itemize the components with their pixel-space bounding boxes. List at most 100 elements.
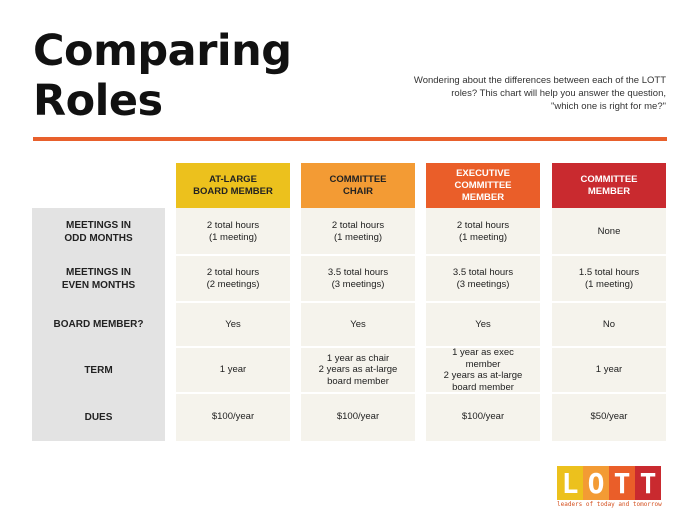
row-label-line: ODD MONTHS [64, 232, 133, 244]
table-cell-line: 2 years as at-large [443, 370, 523, 381]
table-cell: 1 year as exec member 2 years as at-large b… [426, 347, 540, 393]
table-cell: $100/year [426, 393, 540, 441]
column-header-line: CHAIR [342, 185, 374, 197]
title-line-1: Comparing [33, 26, 292, 76]
table-cell-line: 3.5 total hours [327, 267, 389, 278]
row-label-line: BOARD MEMBER? [53, 319, 144, 330]
table-cell: 1 year as chair 2 years as at-large board … [301, 347, 415, 393]
row-label-line: EVEN MONTHS [61, 279, 136, 291]
table-cell-line: member [465, 358, 501, 370]
logo-letter: L [557, 466, 583, 500]
row-divider [426, 254, 540, 256]
table-cell-line: 1 year as exec [452, 347, 514, 358]
table-cell-line: 1 year [219, 364, 247, 376]
table-cell-line: 2 total hours [206, 220, 260, 231]
row-divider [176, 346, 290, 348]
table-cell-line: $100/year [461, 411, 505, 423]
table-cell-line: (1 meeting) [584, 278, 634, 290]
row-label: MEETINGS IN EVEN MONTHS [32, 255, 165, 302]
row-divider [301, 346, 415, 348]
table-cell-line: (2 meetings) [206, 278, 260, 290]
intro-line-1: Wondering about the differences between … [413, 75, 666, 86]
column-body [426, 208, 540, 441]
table-cell-line: 2 total hours [331, 220, 385, 231]
table-cell-line: 1 year [595, 364, 623, 376]
table-cell-line: (3 meetings) [456, 278, 510, 290]
column-header-line: AT-LARGE [209, 173, 257, 185]
row-divider [176, 301, 290, 303]
table-cell-line: No [602, 318, 616, 330]
row-divider [176, 254, 290, 256]
table-cell: 2 total hours (2 meetings) [176, 255, 290, 302]
table-cell-line: (3 meetings) [331, 278, 385, 290]
column-header-line: EXECUTIVE [456, 167, 510, 179]
column-header-line: BOARD MEMBER [193, 185, 273, 197]
row-label: DUES [32, 393, 165, 441]
column-header-line: COMMITTEE [454, 179, 512, 191]
title-line-2: Roles [33, 76, 163, 126]
table-cell: 2 total hours (1 meeting) [176, 208, 290, 255]
column-header-line: MEMBER [461, 191, 505, 203]
table-cell-line: board member [452, 381, 514, 393]
table-cell-line: Yes [350, 318, 366, 330]
row-label: TERM [32, 347, 165, 393]
table-cell: Yes [176, 302, 290, 347]
row-divider [426, 301, 540, 303]
row-divider [301, 254, 415, 256]
table-cell-line: 2 years as at-large [318, 364, 398, 376]
logo-letter: T [609, 466, 635, 500]
table-cell-line: board member [327, 375, 389, 387]
table-cell-line: 2 total hours [456, 220, 510, 231]
table-cell-line: $100/year [211, 411, 255, 423]
row-divider [552, 346, 666, 348]
row-divider [552, 301, 666, 303]
table-cell: $100/year [301, 393, 415, 441]
table-cell: Yes [426, 302, 540, 347]
page-title: Comparing Roles [33, 26, 292, 126]
column-header: AT-LARGE BOARD MEMBER [176, 163, 290, 208]
table-cell: 2 total hours (1 meeting) [426, 208, 540, 255]
column-header-line: MEMBER [587, 185, 631, 197]
table-cell-line: Yes [225, 318, 241, 330]
table-cell-line: Yes [475, 318, 491, 330]
table-cell-line: $100/year [336, 411, 380, 423]
row-divider [176, 392, 290, 394]
row-label: BOARD MEMBER? [32, 302, 165, 347]
table-cell-line: 1.5 total hours [578, 267, 640, 278]
logo-tagline: leaders of today and tomorrow [557, 501, 662, 508]
table-cell: Yes [301, 302, 415, 347]
column-header: COMMITTEE CHAIR [301, 163, 415, 208]
logo-letter: O [583, 466, 609, 500]
column-header-line: COMMITTEE [329, 173, 387, 185]
table-cell-line: None [597, 225, 621, 237]
table-cell: 1 year [552, 347, 666, 393]
row-label-panel [32, 208, 165, 441]
row-label: MEETINGS IN ODD MONTHS [32, 208, 165, 255]
row-divider [301, 392, 415, 394]
column-body [176, 208, 290, 441]
row-label-line: MEETINGS IN [65, 219, 131, 231]
table-cell-line: $50/year [590, 411, 628, 423]
row-label-line: TERM [84, 364, 113, 376]
logo-letter: T [635, 466, 661, 500]
row-label-line: DUES [84, 411, 113, 423]
table-cell: 2 total hours (1 meeting) [301, 208, 415, 255]
row-divider [552, 254, 666, 256]
table-cell: $100/year [176, 393, 290, 441]
table-cell: No [552, 302, 666, 347]
column-header-line: COMMITTEE [580, 173, 638, 185]
table-cell-line: 1 year as chair [326, 352, 390, 364]
row-divider [552, 392, 666, 394]
column-header: COMMITTEE MEMBER [552, 163, 666, 208]
table-cell-line: (1 meeting) [208, 231, 258, 243]
row-divider [426, 392, 540, 394]
column-body [301, 208, 415, 441]
column-body [552, 208, 666, 441]
table-cell: 1.5 total hours (1 meeting) [552, 255, 666, 302]
table-cell: $50/year [552, 393, 666, 441]
table-cell: 3.5 total hours (3 meetings) [426, 255, 540, 302]
intro-text: Wondering about the differences between … [366, 74, 666, 113]
table-cell-line: (1 meeting) [458, 231, 508, 243]
table-cell-line: 3.5 total hours [452, 267, 514, 278]
